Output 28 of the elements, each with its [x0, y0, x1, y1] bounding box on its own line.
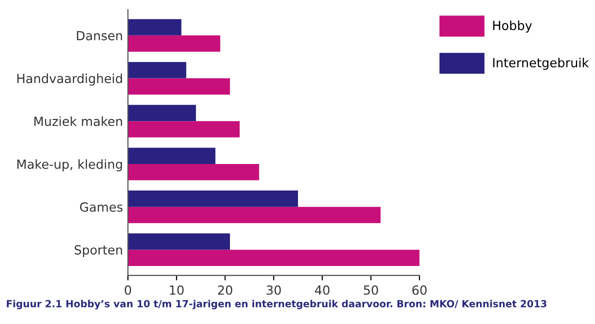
bar: [128, 250, 420, 266]
y-tick-label: Dansen: [76, 31, 122, 40]
x-tick-label: 40: [314, 285, 330, 295]
bar: [128, 164, 260, 180]
bar: [128, 206, 381, 224]
legend-label: Hobby: [493, 20, 532, 33]
y-tick-label: Muziek maken: [34, 116, 122, 126]
y-tick-label: Make-up, kleding: [17, 159, 122, 172]
bar: [128, 19, 182, 36]
y-tick-label: Handvaardigheid: [17, 74, 122, 86]
y-tick-label: Games: [80, 202, 122, 212]
x-tick-label: 20: [218, 285, 232, 295]
bar: [128, 104, 196, 122]
bar: [128, 121, 240, 138]
bar: [128, 148, 216, 164]
x-tick-label: 10: [170, 285, 184, 295]
text: Figuur 2.1 Hobby’s van 10 t/m 17-jarigen en internetgebruik daarvoor. Bron: MKO/ Kennisnet 2013: [6, 300, 546, 310]
x-tick-label: 30: [266, 285, 281, 295]
x-tick-label: 60: [412, 285, 427, 295]
x-tick-label: 0: [124, 285, 132, 295]
bar: [128, 62, 186, 78]
legend-label: Internetgebruik: [493, 58, 589, 70]
x-tick-label: 50: [364, 285, 378, 295]
bar: [128, 190, 298, 207]
bar: [128, 78, 230, 95]
bar: [128, 35, 220, 52]
y-tick-label: Sporten: [74, 245, 122, 258]
bar: [128, 233, 230, 250]
